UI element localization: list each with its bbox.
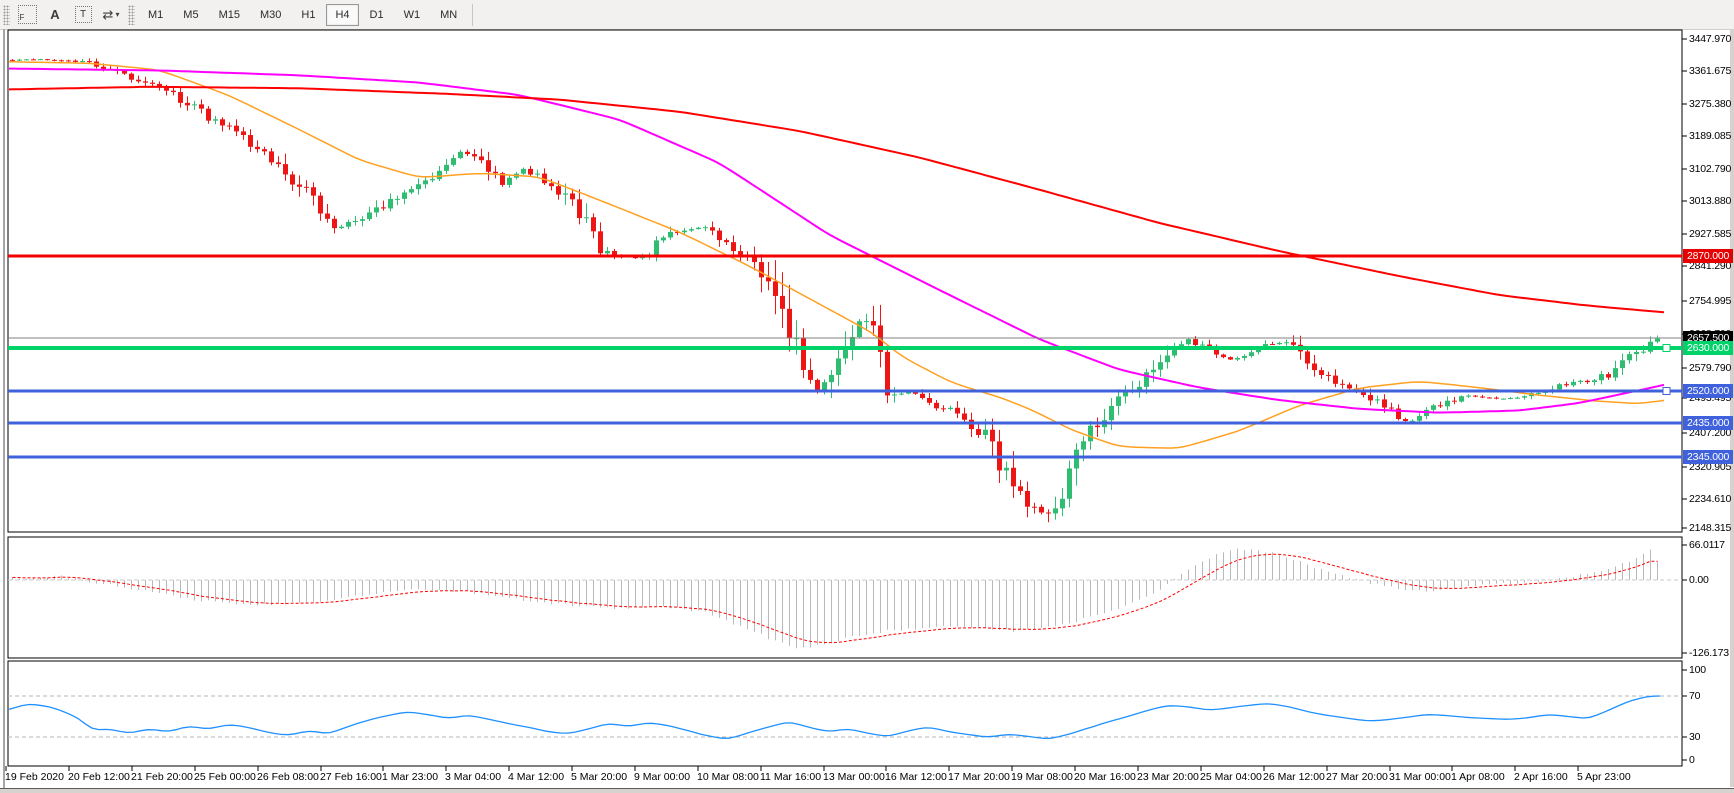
line-handle-2630.000[interactable] bbox=[1662, 344, 1671, 352]
font-a-glyph: A bbox=[50, 7, 60, 22]
timeframe-button-d1[interactable]: D1 bbox=[369, 8, 384, 21]
ma-mid-magenta bbox=[9, 67, 1665, 414]
toolbar-separator bbox=[472, 3, 474, 26]
timeframe-bar: M1 M5 M15 M30 H1 H4 D1 W1 MN bbox=[138, 3, 467, 26]
toolbar: F A T ⇄ ▾ M1 M5 M15 M30 H1 H4 D1 W1 MN bbox=[0, 0, 1734, 30]
font-a-icon[interactable]: A bbox=[43, 3, 67, 27]
arrow-objects-button[interactable]: ⇄ ▾ bbox=[99, 3, 123, 27]
main-pane[interactable] bbox=[7, 29, 1683, 533]
rsi-line bbox=[9, 695, 1661, 740]
timeframe-button-m15[interactable]: M15 bbox=[218, 8, 240, 21]
text-label-icon[interactable]: T bbox=[71, 3, 95, 27]
timeframe-button-h4[interactable]: H4 bbox=[326, 3, 359, 26]
toolbar-grip-2[interactable] bbox=[128, 4, 135, 25]
grid-f-icon[interactable]: F bbox=[15, 3, 39, 27]
dropdown-caret-icon: ▾ bbox=[115, 10, 120, 19]
timeframe-button-m30[interactable]: M30 bbox=[259, 8, 282, 21]
macd-histogram bbox=[12, 548, 1658, 649]
arrow-objects-icon: ⇄ bbox=[102, 6, 114, 22]
timeframe-button-m5[interactable]: M5 bbox=[183, 8, 199, 21]
window-right-edge bbox=[1730, 30, 1734, 787]
ma-slow-red bbox=[9, 85, 1665, 314]
ma-fast-orange bbox=[9, 60, 1665, 449]
macd-signal-line bbox=[12, 553, 1658, 644]
timeframe-button-m1[interactable]: M1 bbox=[148, 8, 164, 21]
toolbar-grip[interactable] bbox=[3, 4, 10, 25]
timeframe-button-h1[interactable]: H1 bbox=[301, 8, 316, 21]
window-left-border bbox=[3, 29, 5, 788]
timeframe-button-mn[interactable]: MN bbox=[440, 8, 458, 21]
grid-f-glyph: F bbox=[17, 5, 37, 24]
rsi-pane[interactable] bbox=[7, 660, 1683, 767]
text-label-glyph: T bbox=[74, 6, 92, 23]
timeframe-button-w1[interactable]: W1 bbox=[403, 8, 421, 21]
window-bottom-edge bbox=[0, 788, 1734, 793]
line-handle-2520.000[interactable] bbox=[1662, 387, 1671, 395]
